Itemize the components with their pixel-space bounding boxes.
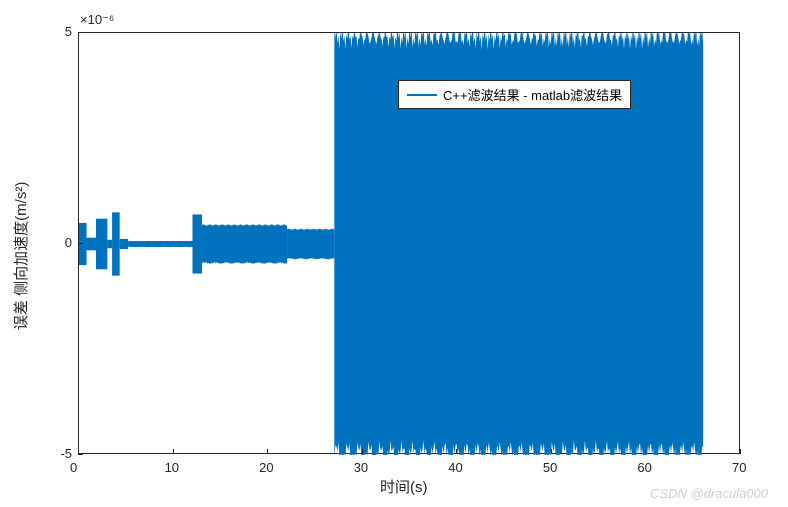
x-axis-label: 时间(s) [380, 476, 428, 497]
x-tick: 0 [70, 460, 77, 475]
y-exponent: ×10⁻⁶ [80, 12, 114, 28]
y-tick: 5 [65, 24, 72, 39]
x-tick: 20 [259, 460, 273, 475]
y-tick: 0 [65, 235, 72, 250]
x-tick: 40 [448, 460, 462, 475]
watermark: CSDN @dracula000 [650, 486, 768, 501]
x-tick: 50 [543, 460, 557, 475]
legend-text: C++滤波结果 - matlab滤波结果 [443, 85, 622, 104]
x-tick: 60 [637, 460, 651, 475]
legend: C++滤波结果 - matlab滤波结果 [398, 80, 631, 109]
x-tick: 70 [732, 460, 746, 475]
x-tick: 30 [354, 460, 368, 475]
legend-swatch [407, 94, 437, 96]
x-tick: 10 [165, 460, 179, 475]
y-axis-label: 误差 侧向加速度(m/s²) [10, 182, 31, 330]
y-tick: -5 [60, 446, 72, 461]
